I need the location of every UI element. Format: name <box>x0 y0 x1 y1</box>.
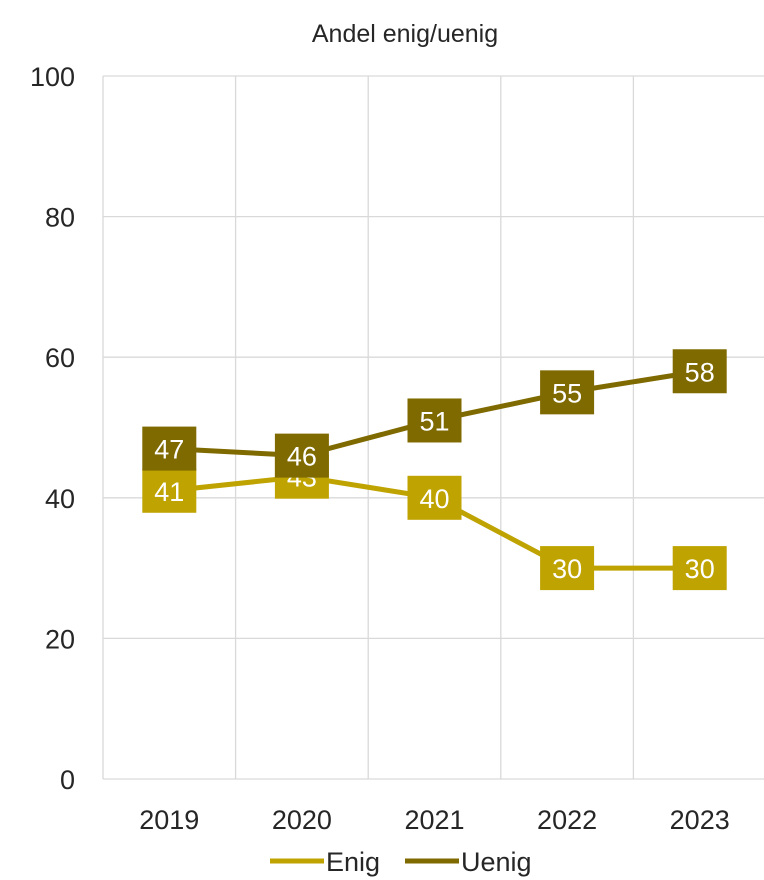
y-tick-label: 100 <box>30 62 75 92</box>
data-point-uenig: 47 <box>142 426 197 471</box>
series-uenig: 47 46 51 55 58 <box>142 349 727 478</box>
y-tick-label: 20 <box>45 624 75 654</box>
x-tick-label: 2023 <box>670 805 730 835</box>
data-point-enig: 40 <box>407 475 462 520</box>
x-tick-label: 2019 <box>139 805 199 835</box>
data-label: 30 <box>685 554 715 584</box>
data-marker <box>274 433 329 478</box>
data-label: 41 <box>154 477 184 507</box>
data-marker <box>540 546 595 591</box>
data-label: 55 <box>552 378 582 408</box>
y-axis-tick-labels: 0 20 40 60 80 100 <box>30 62 75 795</box>
data-label: 40 <box>419 484 449 514</box>
data-marker <box>407 398 462 443</box>
data-label: 30 <box>552 554 582 584</box>
data-point-enig: 41 <box>142 468 197 513</box>
data-marker <box>142 426 197 471</box>
data-marker <box>672 349 727 394</box>
y-tick-label: 0 <box>60 765 75 795</box>
x-tick-label: 2020 <box>272 805 332 835</box>
x-tick-label: 2021 <box>404 805 464 835</box>
data-point-uenig: 51 <box>407 398 462 443</box>
data-label: 46 <box>287 442 317 472</box>
data-point-uenig: 46 <box>274 433 329 478</box>
chart-title: Andel enig/uenig <box>312 20 498 48</box>
data-point-uenig: 55 <box>540 370 595 415</box>
x-axis-tick-labels: 2019 2020 2021 2022 2023 <box>139 805 729 835</box>
data-point-enig: 30 <box>672 546 727 591</box>
grid <box>102 75 764 780</box>
data-label: 58 <box>685 357 715 387</box>
x-tick-label: 2022 <box>537 805 597 835</box>
data-marker <box>672 546 727 591</box>
data-label: 47 <box>154 435 184 465</box>
y-tick-label: 60 <box>45 343 75 373</box>
data-label: 51 <box>419 406 449 436</box>
data-point-uenig: 58 <box>672 349 727 394</box>
data-point-enig: 30 <box>540 546 595 591</box>
y-tick-label: 40 <box>45 484 75 514</box>
legend-label: Enig <box>326 847 380 877</box>
data-marker <box>407 475 462 520</box>
data-marker <box>540 370 595 415</box>
legend-item-uenig: Uenig <box>405 847 532 877</box>
legend-item-enig: Enig <box>270 847 380 877</box>
legend-label: Uenig <box>461 847 532 877</box>
y-tick-label: 80 <box>45 203 75 233</box>
data-marker <box>142 468 197 513</box>
legend: Enig Uenig <box>270 847 532 877</box>
